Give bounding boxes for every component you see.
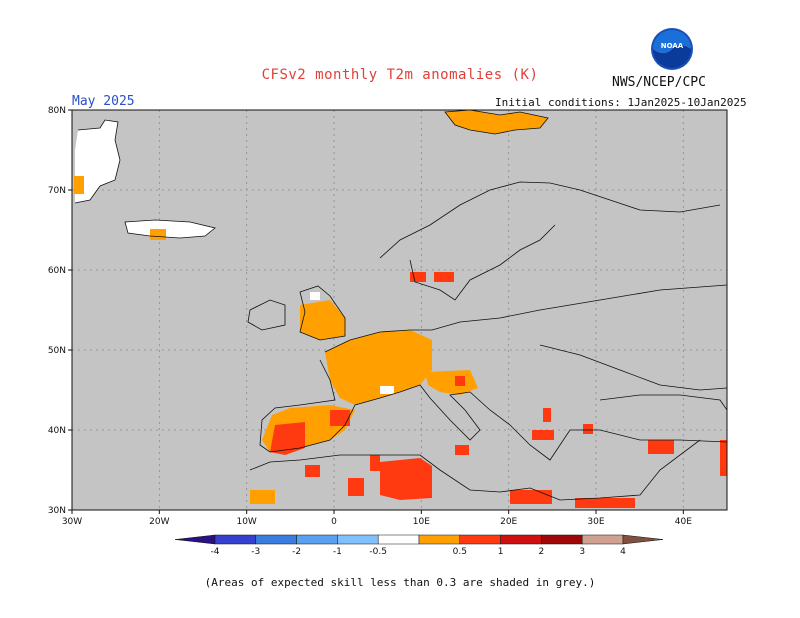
morocco-hot bbox=[305, 465, 320, 477]
colorbar-swatch bbox=[296, 534, 338, 545]
colorbar-swatch bbox=[214, 534, 257, 545]
greece-hot-2 bbox=[532, 430, 554, 440]
colorbar-arrow-high bbox=[622, 534, 664, 545]
x-tick-label: 10W bbox=[236, 517, 256, 527]
algeria-hot bbox=[370, 455, 380, 471]
spain-east-hot bbox=[330, 410, 350, 426]
footnote: (Areas of expected skill less than 0.3 a… bbox=[204, 576, 596, 589]
egypt-hot bbox=[575, 498, 635, 508]
x-tick-label: 40E bbox=[675, 517, 692, 527]
y-tick-label: 30N bbox=[48, 506, 66, 516]
colorbar-swatch bbox=[418, 534, 461, 545]
turkey-east-hot bbox=[648, 440, 674, 454]
colorbar-label: -2 bbox=[292, 547, 301, 557]
initial-conditions: Initial conditions: 1Jan2025-10Jan2025 bbox=[495, 96, 747, 109]
colorbar-label: 1 bbox=[498, 547, 504, 557]
noaa-logo-text: NOAA bbox=[661, 42, 684, 50]
norway-hot bbox=[410, 272, 426, 282]
colorbar-swatch bbox=[337, 534, 379, 545]
colorbar-label: 4 bbox=[620, 547, 626, 557]
map-frame bbox=[71, 109, 728, 511]
tunisia-hot bbox=[380, 458, 432, 500]
colorbar-arrow-low bbox=[174, 534, 216, 545]
x-tick-label: 30E bbox=[587, 517, 604, 527]
colorbar-label: 3 bbox=[579, 547, 585, 557]
x-tick-label: 20W bbox=[149, 517, 169, 527]
colorbar-label: -3 bbox=[251, 547, 260, 557]
colorbar-swatch bbox=[377, 534, 420, 545]
scotland-neutral bbox=[310, 292, 320, 300]
axis-ticks: 30W 20W 10W 0 10E 20E 30E 40E 80N 70N 60N 50N 40N 30N bbox=[48, 106, 692, 527]
colorbar-swatch bbox=[541, 534, 583, 545]
iran-hot bbox=[720, 440, 727, 476]
colorbar-swatch bbox=[500, 534, 542, 545]
west-africa-warm bbox=[250, 490, 275, 504]
colorbar-label: 0.5 bbox=[453, 547, 467, 557]
italy-hot bbox=[455, 376, 465, 386]
x-tick-label: 30W bbox=[62, 517, 82, 527]
map-background bbox=[72, 110, 727, 510]
y-tick-label: 60N bbox=[48, 266, 66, 276]
anomaly-shading bbox=[74, 110, 727, 508]
england-warm bbox=[300, 300, 345, 340]
svalbard-warm bbox=[445, 110, 548, 134]
turkey-west-hot bbox=[583, 424, 593, 434]
coastlines bbox=[74, 109, 728, 501]
colorbar-label: -0.5 bbox=[369, 547, 387, 557]
colorbar-swatch bbox=[581, 534, 624, 545]
colorbar-label: -1 bbox=[333, 547, 342, 557]
y-tick-label: 50N bbox=[48, 346, 66, 356]
colorbar-label: 2 bbox=[539, 547, 545, 557]
spain-hot bbox=[270, 422, 305, 455]
x-tick-label: 10E bbox=[413, 517, 430, 527]
algeria-hot-2 bbox=[348, 478, 364, 496]
iceland-neutral bbox=[125, 220, 215, 238]
y-tick-label: 70N bbox=[48, 186, 66, 196]
france-warm bbox=[325, 330, 432, 405]
colorbar-swatch bbox=[459, 534, 501, 545]
y-tick-label: 80N bbox=[48, 106, 66, 116]
agency-label: NWS/NCEP/CPC bbox=[612, 75, 706, 90]
graticule bbox=[72, 110, 727, 510]
france-neutral-cell bbox=[380, 386, 394, 394]
chart-title: CFSv2 monthly T2m anomalies (K) bbox=[261, 67, 539, 83]
noaa-logo-icon: NOAA bbox=[651, 28, 693, 70]
colorbar: -4 -3 -2 -1 -0.5 0.5 1 2 3 4 bbox=[174, 534, 664, 557]
colorbar-label: -4 bbox=[211, 547, 220, 557]
iceland-warm bbox=[150, 229, 166, 240]
sicily-hot bbox=[455, 445, 469, 455]
y-tick-label: 40N bbox=[48, 426, 66, 436]
greece-hot bbox=[543, 408, 551, 422]
x-tick-label: 20E bbox=[500, 517, 517, 527]
x-tick-label: 0 bbox=[331, 517, 337, 527]
sweden-hot bbox=[434, 272, 454, 282]
month-label: May 2025 bbox=[72, 94, 135, 109]
libya-hot bbox=[510, 490, 552, 504]
colorbar-swatch bbox=[255, 534, 297, 545]
greenland-warm bbox=[74, 176, 84, 194]
